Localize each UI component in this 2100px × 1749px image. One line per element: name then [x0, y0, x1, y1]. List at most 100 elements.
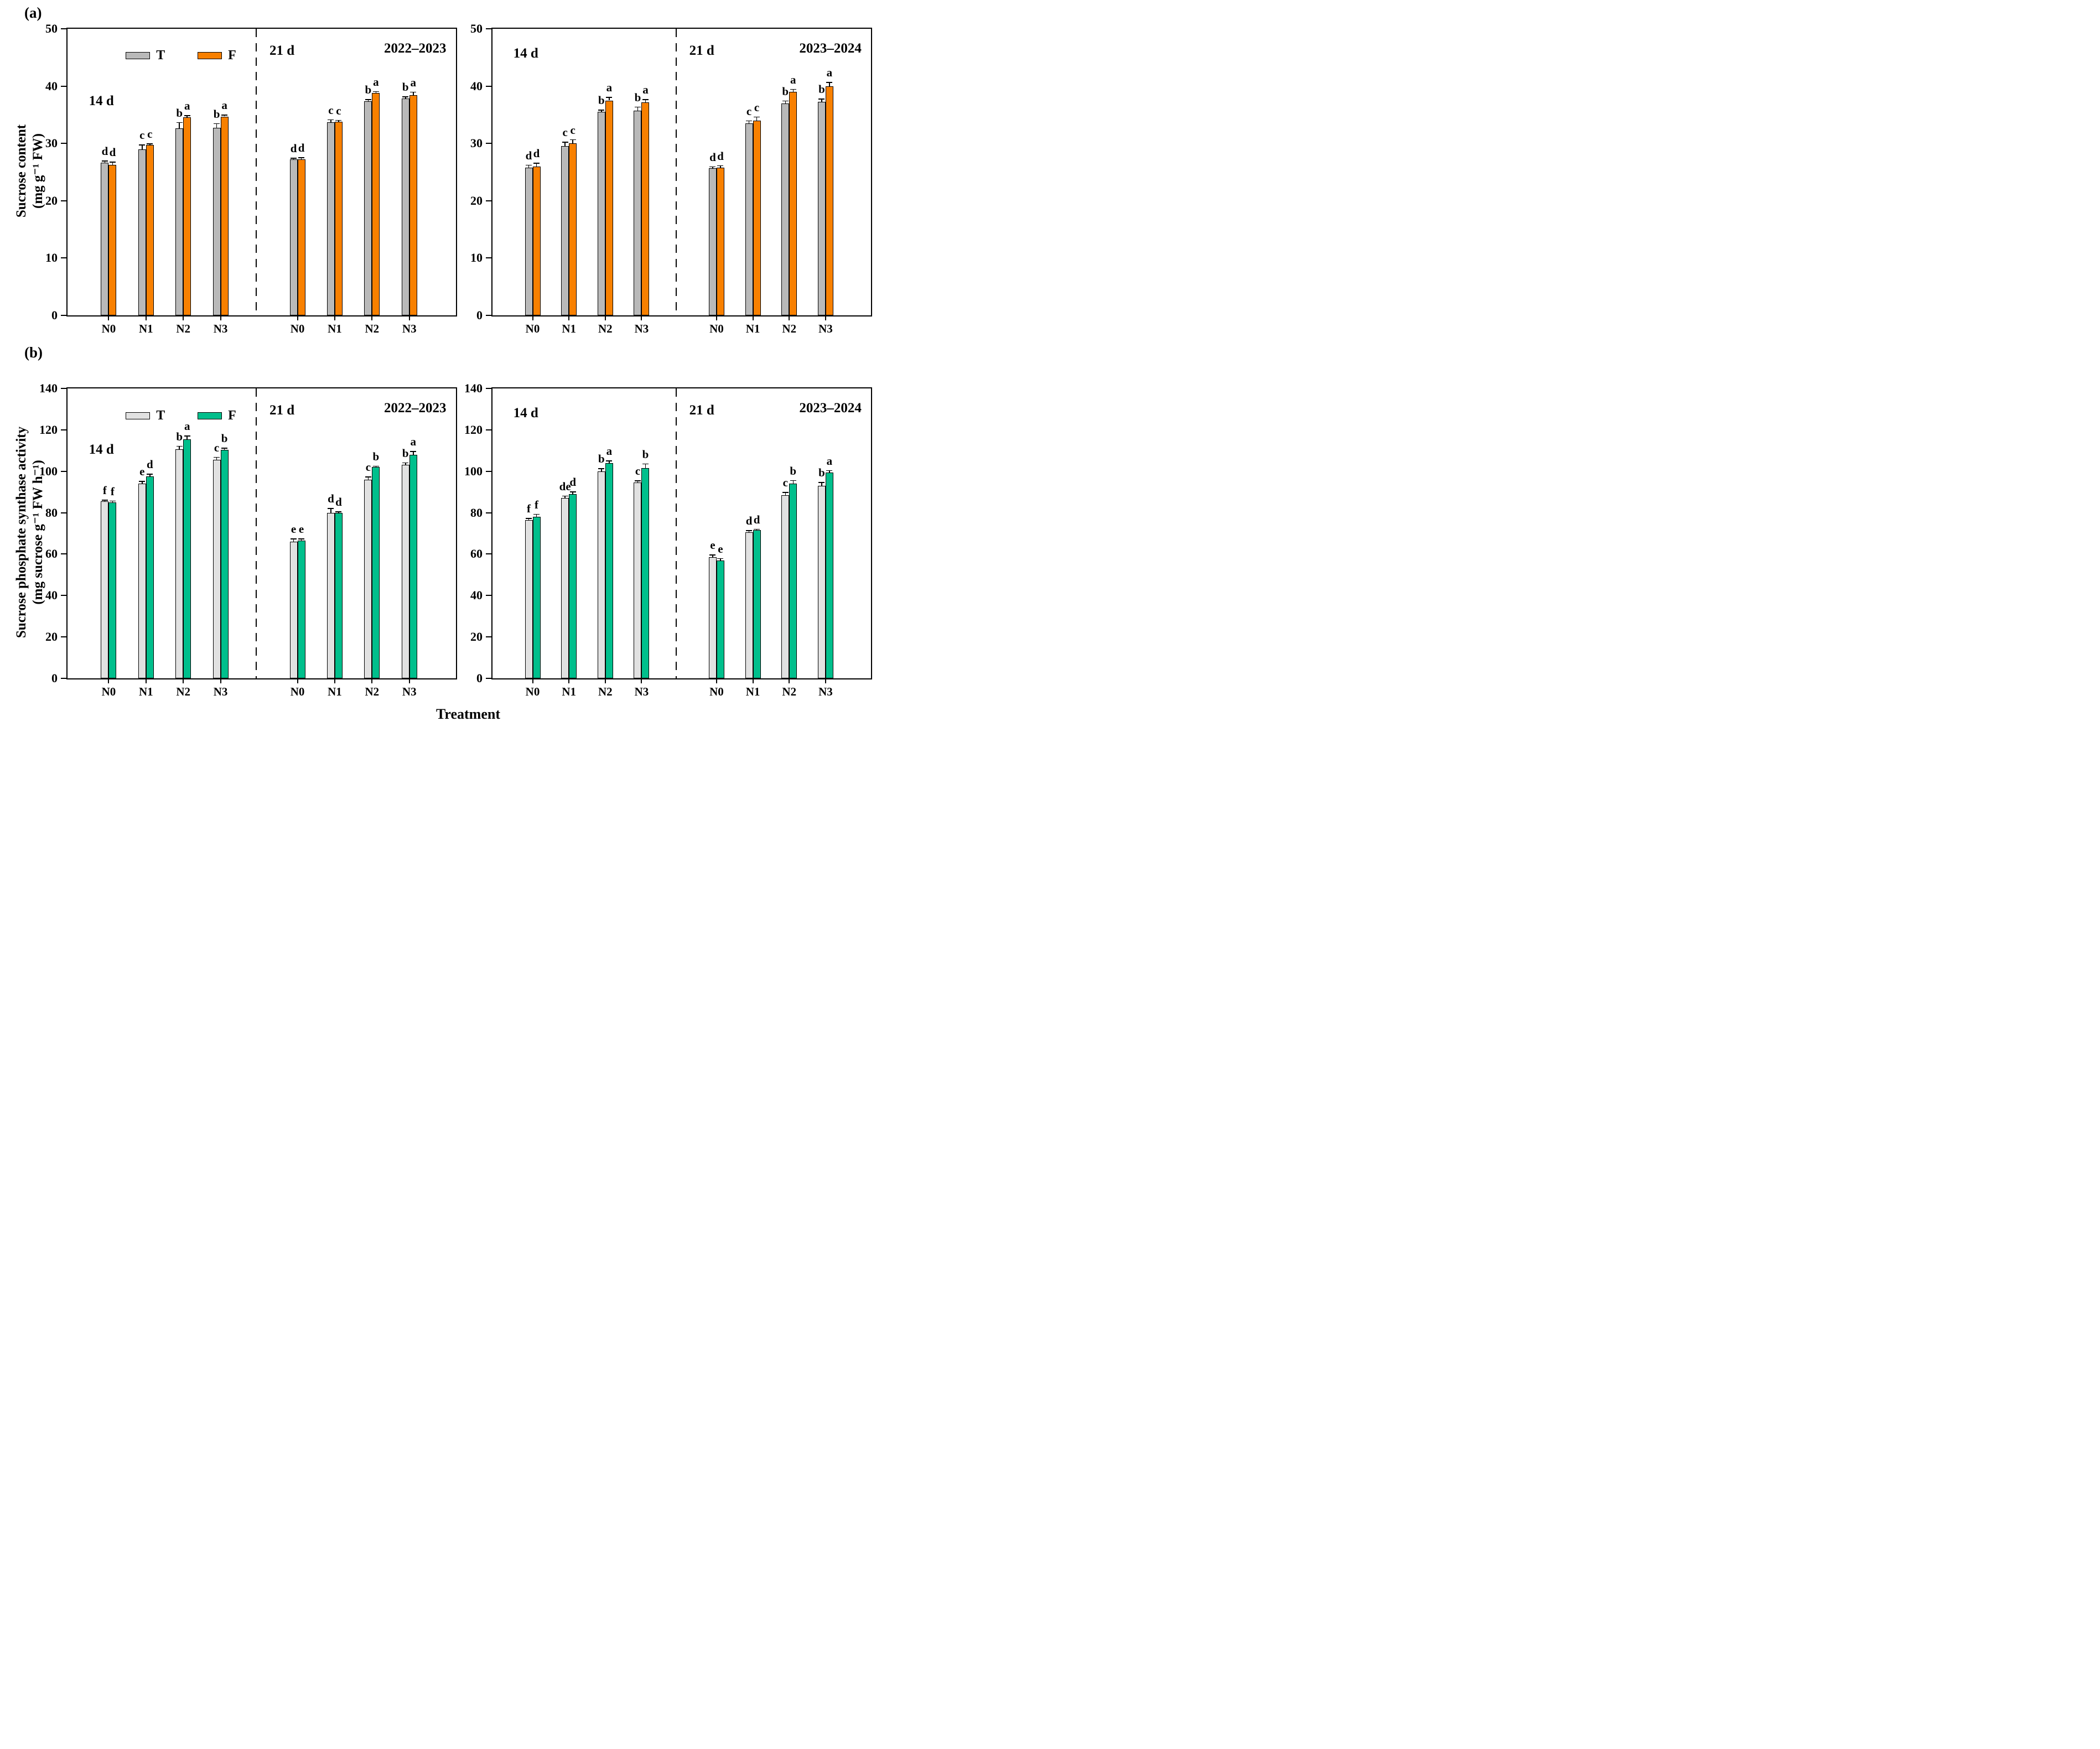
error-bar: [637, 107, 639, 111]
error-bar-cap: [109, 500, 116, 502]
section-label-14d: 14 d: [513, 46, 538, 61]
bar-F: [334, 513, 343, 678]
y-tick-mark: [486, 553, 491, 555]
x-tick-mark: [183, 315, 184, 320]
bar-F: [372, 467, 380, 678]
section-label-21d: 21 d: [269, 43, 295, 58]
error-bar-cap: [562, 142, 568, 143]
sig-letter: e: [298, 522, 304, 536]
error-bar-cap: [598, 110, 605, 111]
y-tick-label: 40: [45, 79, 58, 93]
x-tick-mark: [752, 315, 754, 320]
legend-item-F: F: [198, 48, 236, 63]
sig-letter: a: [221, 98, 227, 112]
x-tick-mark: [408, 315, 410, 320]
error-bar: [149, 474, 151, 477]
bar-F: [641, 102, 650, 315]
y-tick-label: 30: [470, 136, 483, 150]
error-bar-cap: [410, 451, 417, 452]
x-tick-mark: [532, 315, 533, 320]
error-bar-cap: [709, 554, 716, 556]
year-label: 2023–2024: [799, 40, 862, 56]
legend-label-F: F: [228, 48, 236, 63]
y-tick-mark: [61, 143, 66, 144]
error-bar: [572, 139, 573, 144]
x-tick-label: N0: [709, 685, 724, 698]
sig-letter: de: [559, 479, 571, 493]
sig-letter: a: [606, 81, 613, 95]
error-bar-cap: [184, 435, 190, 437]
error-bar: [601, 110, 602, 112]
legend-label-T: T: [156, 48, 165, 63]
error-bar: [224, 115, 225, 117]
y-tick-mark: [61, 429, 66, 430]
bar-F: [753, 120, 761, 315]
bar-F: [532, 166, 541, 315]
error-bar: [413, 92, 414, 96]
x-tick-mark: [183, 678, 184, 683]
x-tick-label: N3: [213, 685, 228, 698]
section-label-14d: 14 d: [89, 442, 114, 457]
y-tick-mark: [61, 636, 66, 638]
x-tick-label: N3: [213, 322, 228, 335]
error-bar-cap: [754, 116, 760, 118]
error-bar: [330, 508, 331, 513]
error-bar: [179, 122, 180, 129]
y-tick-mark: [486, 315, 491, 316]
bar-T: [101, 163, 109, 315]
x-tick-label: N1: [328, 322, 342, 335]
sig-letter: c: [570, 123, 575, 137]
error-bar: [405, 463, 406, 465]
legend-item-T: T: [126, 48, 165, 63]
error-bar: [609, 461, 610, 463]
y-tick-mark: [486, 388, 491, 389]
error-bar: [572, 492, 573, 494]
error-bar-cap: [562, 495, 568, 497]
x-tick-label: N0: [101, 322, 116, 335]
y-tick-label: 0: [51, 671, 58, 685]
sig-letter: b: [790, 464, 797, 478]
x-tick-mark: [108, 678, 110, 683]
x-tick-mark: [825, 678, 826, 683]
error-bar-cap: [328, 119, 334, 121]
y-axis-title-line1: Sucrose phosphate synthase activity: [14, 426, 29, 639]
error-bar-cap: [402, 96, 409, 97]
error-bar: [338, 120, 339, 122]
sig-letter: a: [184, 99, 190, 113]
error-bar: [405, 97, 406, 99]
error-bar-cap: [147, 474, 153, 475]
error-bar-cap: [221, 448, 228, 449]
sig-letter: d: [146, 458, 153, 471]
error-bar-cap: [634, 106, 641, 108]
error-bar: [821, 482, 822, 486]
y-tick-mark: [486, 678, 491, 679]
panel-b-label: (b): [24, 344, 43, 361]
error-bar-cap: [526, 164, 532, 166]
x-tick-mark: [604, 315, 606, 320]
error-bar: [792, 480, 794, 484]
sig-letter: b: [213, 107, 220, 121]
y-tick-mark: [486, 636, 491, 638]
x-tick-label: N1: [745, 685, 760, 698]
x-tick-label: N0: [525, 685, 540, 698]
sig-letter: c: [336, 103, 341, 117]
error-bar: [536, 514, 537, 517]
error-bar-cap: [372, 465, 379, 467]
y-tick-label: 140: [464, 381, 483, 395]
y-tick-mark: [486, 512, 491, 513]
sig-letter: a: [642, 83, 649, 97]
error-bar: [756, 529, 758, 531]
y-tick-label: 40: [45, 588, 58, 603]
error-bar-cap: [214, 123, 220, 124]
plot-a-2023-2024: 0 10 20 30 40 50 14 d 21 d 2023–2024 N0 d d N1 c c N2 b a…: [470, 22, 872, 335]
error-bar: [564, 496, 566, 499]
error-bar: [216, 123, 217, 128]
error-bar-cap: [365, 99, 371, 100]
sig-letter: a: [826, 454, 833, 468]
x-tick-mark: [568, 678, 570, 683]
sig-letter: b: [634, 90, 641, 104]
legend-swatch-F: [198, 412, 222, 419]
x-tick-mark: [334, 678, 335, 683]
legend-label-F: F: [228, 408, 236, 423]
year-label: 2022–2023: [383, 40, 447, 56]
